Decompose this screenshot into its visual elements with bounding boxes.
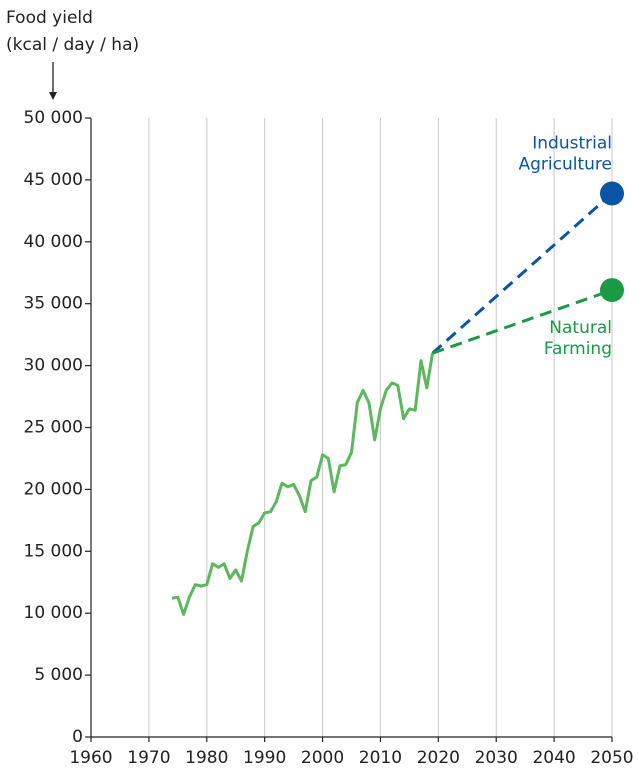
y-tick-label: 0: [72, 727, 83, 747]
y-tick-label: 30 000: [24, 356, 83, 376]
arrow-head: [49, 92, 57, 100]
y-tick-label: 35 000: [24, 294, 83, 314]
projection-line: [432, 288, 613, 355]
x-tick-label: 2030: [475, 748, 518, 768]
y-tick-label: 5 000: [34, 665, 83, 685]
y-tick-label: 45 000: [24, 170, 83, 190]
y-tick-label: 25 000: [24, 418, 83, 438]
x-tick-label: 2020: [417, 748, 460, 768]
y-tick-label: 40 000: [24, 232, 83, 252]
x-tick-label: 2010: [359, 748, 402, 768]
y-tick-label: 15 000: [24, 541, 83, 561]
x-tick-label: 1980: [185, 748, 228, 768]
y-axis-label: Food yield: [6, 8, 93, 28]
y-tick-label: 20 000: [24, 479, 83, 499]
end-point: [600, 181, 624, 206]
x-tick-label: 2050: [590, 748, 633, 768]
x-tick-label: 1970: [127, 748, 170, 768]
y-tick-label: 10 000: [24, 603, 83, 623]
x-tick-label: 1990: [243, 748, 286, 768]
annotation: Natural: [549, 318, 612, 338]
annotation: Agriculture: [519, 155, 613, 175]
y-axis-label: (kcal / day / ha): [6, 35, 139, 55]
end-point: [600, 278, 624, 303]
history-line: [171, 352, 434, 616]
projection-line: [431, 192, 613, 355]
annotation: Farming: [544, 339, 612, 359]
y-tick-label: 50 000: [24, 108, 83, 128]
annotation: Industrial: [532, 134, 612, 154]
x-tick-label: 2000: [301, 748, 344, 768]
x-tick-label: 2040: [532, 748, 575, 768]
x-tick-label: 1960: [69, 748, 112, 768]
